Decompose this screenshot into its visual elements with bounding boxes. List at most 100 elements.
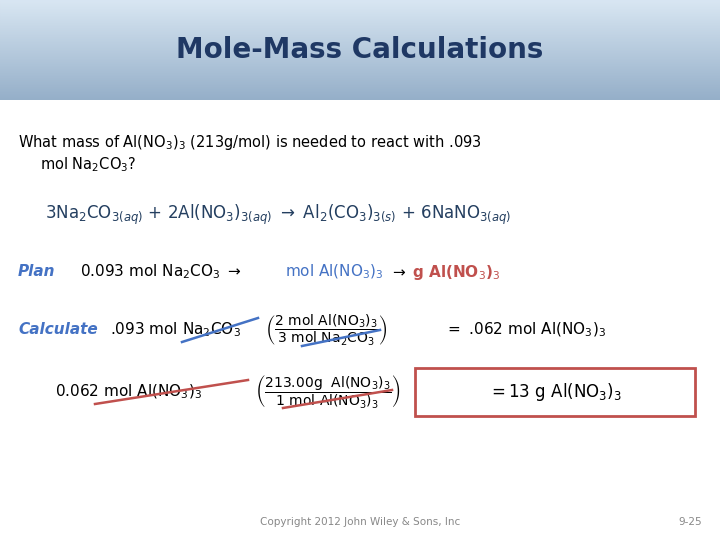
Bar [0,50,720,51]
Bar [0,25,720,26]
Bar [0,74,720,75]
Text: $= 13$ g Al(NO$_3$)$_3$: $= 13$ g Al(NO$_3$)$_3$ [488,381,622,403]
Bar [0,61,720,62]
Bar [0,24,720,25]
Bar [0,95,720,96]
Bar [0,59,720,60]
Bar [0,12,720,13]
Bar [0,77,720,78]
Bar [0,66,720,67]
Bar [0,99,720,100]
Bar [0,92,720,93]
Bar [0,18,720,19]
Bar [0,53,720,54]
Bar [0,27,720,28]
Bar [0,51,720,52]
Text: 0.093 mol Na$_2$CO$_3$ $\rightarrow$: 0.093 mol Na$_2$CO$_3$ $\rightarrow$ [80,262,242,281]
Text: .093 mol Na$_2$CO$_3$: .093 mol Na$_2$CO$_3$ [110,321,241,339]
Bar [0,70,720,71]
Bar [0,69,720,70]
Bar [0,94,720,95]
Bar [0,16,720,17]
Bar [0,90,720,91]
Text: g Al(NO$_3$)$_3$: g Al(NO$_3$)$_3$ [412,262,500,281]
Bar [0,40,720,41]
Bar [0,97,720,98]
Bar [415,368,695,416]
Text: $\left(\dfrac{213.00\mathrm{g}\ \ \mathrm{Al(NO_3)_3}}{1\ \mathrm{mol}\ \mathrm{: $\left(\dfrac{213.00\mathrm{g}\ \ \mathr… [255,374,400,410]
Bar [0,43,720,44]
Bar [0,91,720,92]
Bar [0,44,720,45]
Bar [0,37,720,38]
Text: $\left(\dfrac{2\ \mathrm{mol\ Al(NO_3)_3}}{3\ \mathrm{mol\ Na_2CO_3}}\right)$: $\left(\dfrac{2\ \mathrm{mol\ Al(NO_3)_3… [265,313,387,348]
Bar [0,71,720,72]
Bar [0,76,720,77]
Bar [0,67,720,68]
Text: Copyright 2012 John Wiley & Sons, Inc: Copyright 2012 John Wiley & Sons, Inc [260,517,460,527]
Bar [0,88,720,89]
Bar [0,19,720,20]
Bar [0,38,720,39]
Bar [0,23,720,24]
Text: Plan: Plan [18,265,55,280]
Bar [0,87,720,88]
Bar [0,89,720,90]
Bar [0,33,720,34]
Text: 9-25: 9-25 [678,517,702,527]
Bar [0,17,720,18]
Bar [0,31,720,32]
Bar [0,49,720,50]
Bar [0,63,720,64]
Bar [0,29,720,30]
Bar [0,56,720,57]
Bar [0,41,720,42]
Bar [0,2,720,3]
Bar [0,36,720,37]
Text: What mass of Al(NO$_3$)$_3$ (213g/mol) is needed to react with .093: What mass of Al(NO$_3$)$_3$ (213g/mol) i… [18,132,482,152]
Bar [0,20,720,21]
Bar [0,58,720,59]
Bar [0,86,720,87]
Bar [0,22,720,23]
Bar [0,0,720,1]
Bar [0,48,720,49]
Bar [0,4,720,5]
Bar [0,54,720,55]
Bar [0,79,720,80]
Bar [0,45,720,46]
Bar [0,11,720,12]
Bar [0,60,720,61]
Bar [0,46,720,47]
Bar [0,98,720,99]
Text: 0.062 mol Al(NO$_3$)$_3$: 0.062 mol Al(NO$_3$)$_3$ [55,383,202,401]
Bar [0,68,720,69]
Text: Calculate: Calculate [18,322,98,338]
Bar [0,82,720,83]
Bar [0,57,720,58]
Bar [0,93,720,94]
Text: mol Al(NO$_3$)$_3$: mol Al(NO$_3$)$_3$ [285,263,384,281]
Bar [0,9,720,10]
Bar [0,81,720,82]
Text: Mole-Mass Calculations: Mole-Mass Calculations [176,36,544,64]
Text: $\rightarrow$: $\rightarrow$ [390,265,407,280]
Bar [0,55,720,56]
Bar [0,42,720,43]
Text: mol Na$_2$CO$_3$?: mol Na$_2$CO$_3$? [40,156,136,174]
Bar [0,3,720,4]
Bar [0,78,720,79]
Bar [0,35,720,36]
Bar [0,21,720,22]
Bar [0,6,720,7]
Bar [0,7,720,8]
Bar [0,34,720,35]
Bar [0,28,720,29]
Bar [0,10,720,11]
Bar [0,75,720,76]
Bar [0,52,720,53]
Bar [0,64,720,65]
Bar [0,72,720,73]
Bar [0,84,720,85]
Bar [0,47,720,48]
